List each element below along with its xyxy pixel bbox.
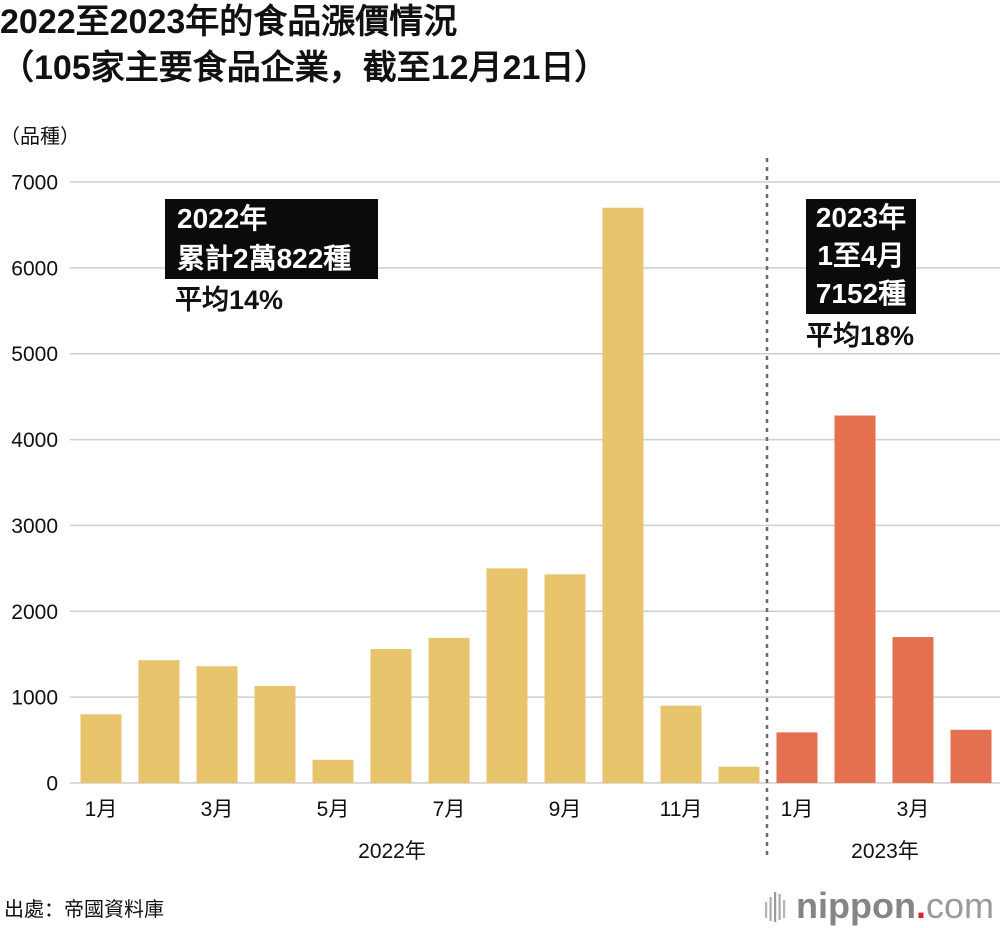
chart-subtitle: （105家主要食品企業，截至12月21日） (0, 49, 609, 87)
y-tick-label: 0 (46, 773, 58, 796)
logo-name: nippon (796, 885, 916, 926)
bar-group1-5 (312, 759, 354, 783)
x-tick-label: 11月 (660, 798, 703, 821)
bar-group1-11 (660, 705, 702, 783)
y-axis-tick-labels: 0 1000 2000 3000 4000 5000 6000 7000 (11, 172, 58, 796)
bar-group1-4 (254, 685, 296, 783)
y-tick-label: 1000 (11, 687, 58, 710)
annotation-line: 累計2萬822種 (177, 243, 352, 274)
bar-group2-2 (834, 415, 876, 783)
bar-group1-2 (138, 660, 180, 783)
x-tick-label: 3月 (897, 798, 930, 821)
bar-group1-6 (370, 649, 412, 783)
bars-icon (765, 892, 786, 922)
x-tick-label: 1月 (781, 798, 814, 821)
y-tick-label: 5000 (11, 343, 58, 366)
annotation-line: 1至4月 (817, 240, 905, 271)
logo-dot: . (915, 885, 926, 926)
y-tick-label: 4000 (11, 429, 58, 452)
y-tick-label: 2000 (11, 601, 58, 624)
logo-wordmark: nippon.com (796, 886, 994, 926)
bar-group1-7 (428, 637, 470, 783)
annotation-line: 2022年 (177, 203, 268, 234)
logo-tld: com (925, 885, 994, 926)
annotation-line: 7152種 (815, 278, 907, 309)
bar-group2-4 (950, 729, 992, 783)
y-tick-label: 7000 (11, 172, 58, 195)
annotation-box-2022: 2022年 累計2萬822種 (165, 199, 378, 279)
x-axis-group-labels: 2022年 2023年 (358, 840, 919, 863)
x-tick-label: 1月 (85, 798, 118, 821)
x-axis-tick-labels: 1月 3月 5月 7月 9月 11月 1月 3月 (85, 798, 930, 821)
bar-group1-10 (602, 207, 644, 783)
nippon-com-logo: nippon.com (764, 886, 994, 926)
y-axis-unit-label: （品種） (0, 126, 80, 148)
annotation-average-2023: 平均18% (806, 321, 915, 351)
x-tick-label: 9月 (549, 798, 582, 821)
x-tick-label: 5月 (317, 798, 350, 821)
chart-title: 2022至2023年的食品漲價情況 (0, 3, 458, 41)
bar-group1-9 (544, 574, 586, 783)
bar-group1-8 (486, 568, 528, 783)
y-tick-label: 3000 (11, 515, 58, 538)
x-group-label: 2023年 (851, 840, 919, 863)
x-tick-label: 3月 (201, 798, 234, 821)
annotation-box-2023: 2023年 1至4月 7152種 (806, 199, 916, 314)
annotation-average-2022: 平均14% (175, 285, 284, 315)
bar-group2-3 (892, 637, 934, 783)
source-note: 出處：帝國資料庫 (4, 899, 164, 921)
bar-group1-12 (718, 766, 760, 783)
bar-group1-1 (80, 714, 122, 783)
bar-group2-1 (776, 732, 818, 783)
x-tick-label: 7月 (433, 798, 466, 821)
x-group-label: 2022年 (358, 840, 426, 863)
bar-group1-3 (196, 666, 238, 783)
annotation-line: 2023年 (815, 202, 907, 233)
bars (80, 207, 992, 783)
y-tick-label: 6000 (11, 257, 58, 280)
